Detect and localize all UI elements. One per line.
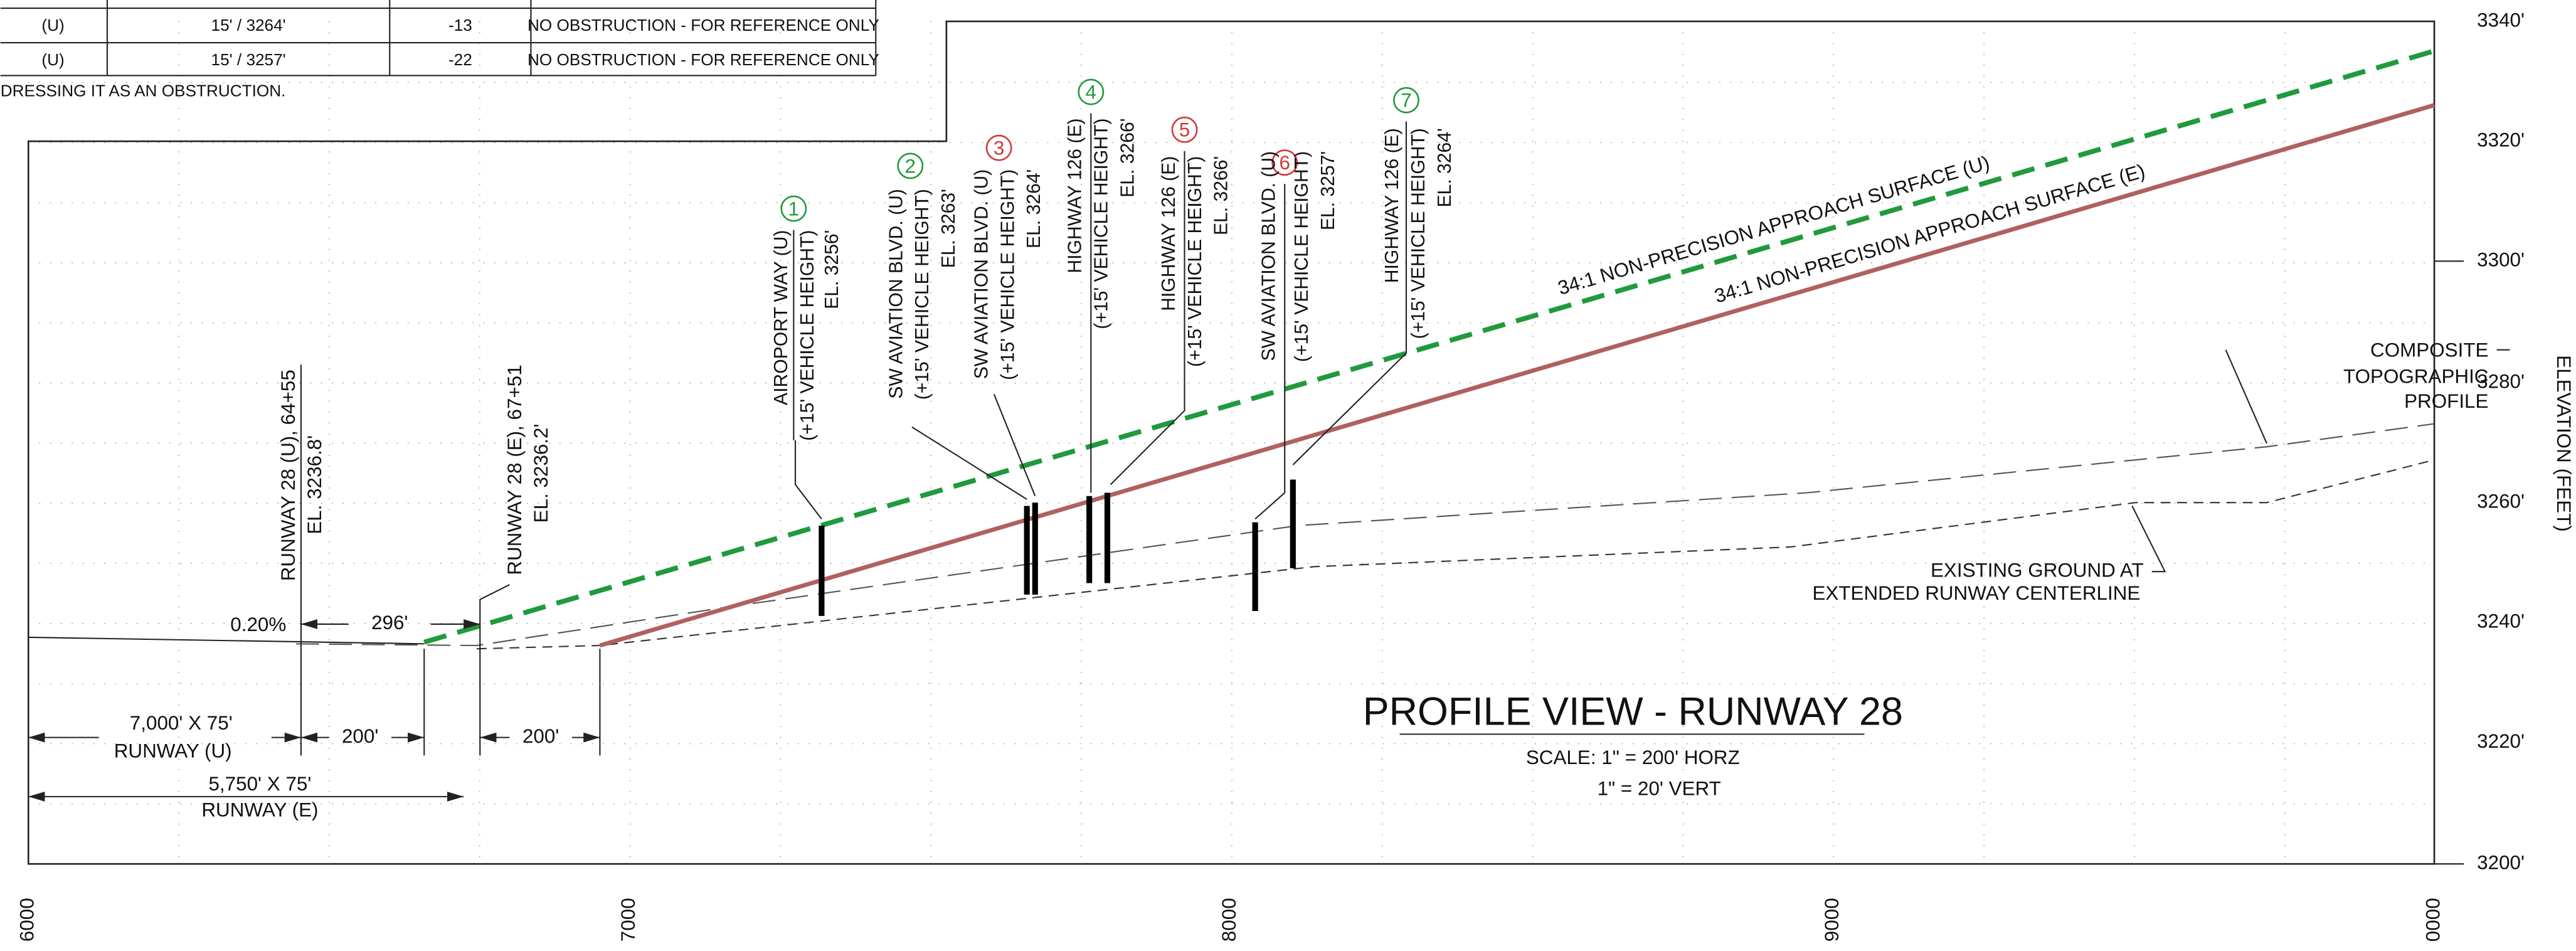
dimension-label: 296' bbox=[371, 612, 408, 634]
x-tick-label: 7000 bbox=[617, 898, 639, 942]
y-tick-label: 3200' bbox=[2477, 852, 2525, 874]
grid bbox=[28, 21, 2435, 864]
obstruction-label: HIGHWAY 126 (E) bbox=[1158, 156, 1179, 311]
slope-label: 0.20% bbox=[230, 614, 286, 635]
obstruction-label: (+15' VEHICLE HEIGHT) bbox=[1291, 151, 1312, 362]
x-tick-label: 0000 bbox=[2422, 898, 2444, 942]
table-cell: NO OBSTRUCTION - FOR REFERENCE ONLY bbox=[527, 16, 879, 35]
obstruction-marker bbox=[1171, 116, 1198, 143]
obstruction-marker bbox=[1271, 149, 1298, 176]
obstruction-bars bbox=[819, 479, 1296, 616]
obstruction-label: (+15' VEHICLE HEIGHT) bbox=[1408, 128, 1429, 339]
y-tick-label: 3240' bbox=[2477, 610, 2525, 632]
obstruction-label: HIGHWAY 126 (E) bbox=[1065, 119, 1086, 274]
table-note: DRESSING IT AS AN OBSTRUCTION. bbox=[1, 82, 286, 100]
obstruction-number: 1 bbox=[788, 198, 799, 220]
y-tick-label: 3300' bbox=[2477, 249, 2525, 271]
obstruction-marker bbox=[1393, 87, 1419, 114]
x-tick-label: 9000 bbox=[1821, 898, 1843, 942]
annotation: TOPOGRAPHIC bbox=[2343, 366, 2489, 388]
dimension-label: 200' bbox=[522, 725, 559, 747]
obstruction-label: EL. 3264' bbox=[1024, 169, 1044, 248]
dimension-label: RUNWAY (U) bbox=[114, 740, 232, 762]
existing-ground bbox=[477, 459, 2435, 650]
table-cell: 15' / 3257' bbox=[211, 50, 286, 69]
obstruction-label: SW AVIATION BLVD. (U) bbox=[886, 189, 906, 399]
y-tick-label: 3280' bbox=[2477, 370, 2525, 392]
obstruction-marker bbox=[985, 134, 1012, 161]
obstruction-label: EL. 3263' bbox=[938, 189, 959, 268]
y-tick-label: 3320' bbox=[2477, 129, 2525, 151]
dimension-label: 7,000' X 75' bbox=[130, 712, 233, 734]
scale-note: SCALE: 1" = 200' HORZ bbox=[1526, 746, 1740, 768]
obstruction-label: (+15' VEHICLE HEIGHT) bbox=[1091, 119, 1112, 329]
y-tick-label: 3220' bbox=[2477, 730, 2525, 752]
obstruction-label: (+15' VEHICLE HEIGHT) bbox=[797, 230, 818, 441]
obstruction-label: (+15' VEHICLE HEIGHT) bbox=[912, 189, 933, 400]
obstruction-number: 2 bbox=[905, 155, 916, 177]
dimension-label: RUNWAY (E) bbox=[201, 799, 318, 821]
table-cell: (U) bbox=[41, 16, 64, 35]
surface-u bbox=[423, 48, 2436, 645]
obstruction-label: EL. 3256' bbox=[822, 230, 842, 309]
dimension-label: 5,750' X 75' bbox=[208, 773, 311, 795]
axis-ticks bbox=[2434, 260, 2464, 865]
obstruction-marker bbox=[1078, 78, 1105, 105]
x-tick-label: 8000 bbox=[1218, 898, 1240, 942]
obstruction-label: (+15' VEHICLE HEIGHT) bbox=[997, 169, 1018, 380]
scale-note: 1" = 20' VERT bbox=[1598, 778, 1721, 800]
runway-label: RUNWAY 28 (U), 64+55 bbox=[277, 369, 299, 581]
table bbox=[0, 0, 877, 77]
annotation: PROFILE bbox=[2404, 390, 2488, 412]
obstruction-label: EL. 3266' bbox=[1211, 156, 1232, 235]
runway-label: RUNWAY 28 (E), 67+51 bbox=[504, 364, 526, 575]
obstruction-label: AIROPORT WAY (U) bbox=[771, 230, 792, 405]
table-cell: NO OBSTRUCTION - FOR REFERENCE ONLY bbox=[527, 50, 879, 69]
obstruction-label: (+15' VEHICLE HEIGHT) bbox=[1185, 156, 1206, 367]
y-tick-label: 3340' bbox=[2477, 9, 2525, 31]
obstruction-number: 6 bbox=[1280, 152, 1290, 174]
annotation: EXTENDED RUNWAY CENTERLINE bbox=[1812, 582, 2140, 604]
table-cell: 15' / 3264' bbox=[211, 16, 286, 35]
obstruction-label: EL. 3264' bbox=[1434, 128, 1455, 207]
obstruction-number: 4 bbox=[1086, 82, 1096, 104]
title: PROFILE VIEW - RUNWAY 28 bbox=[1363, 690, 1903, 734]
obstruction-label: EL. 3266' bbox=[1117, 119, 1138, 198]
runway-label: EL. 3236.8' bbox=[304, 435, 326, 534]
axis-title: ELEVATION (FEET) bbox=[2553, 355, 2575, 532]
obstruction-number: 7 bbox=[1401, 90, 1411, 112]
annotation: EXISTING GROUND AT bbox=[1931, 559, 2144, 581]
table-cell: -13 bbox=[448, 16, 472, 35]
leaders bbox=[793, 113, 1407, 520]
obstruction-number: 5 bbox=[1179, 119, 1190, 141]
obstruction-number: 3 bbox=[994, 137, 1004, 159]
obstruction-label: SW AVIATION BLVD. (U) bbox=[1259, 151, 1280, 361]
table-cell: -22 bbox=[448, 50, 472, 69]
x-tick-label: 6000 bbox=[16, 898, 38, 942]
obstruction-marker bbox=[780, 195, 807, 222]
y-tick-label: 3260' bbox=[2477, 490, 2525, 512]
obstruction-label: HIGHWAY 126 (E) bbox=[1382, 128, 1402, 283]
obstruction-label: SW AVIATION BLVD. (U) bbox=[971, 169, 992, 380]
obstruction-marker bbox=[897, 152, 924, 179]
table-cell: (U) bbox=[41, 50, 64, 69]
surface-e bbox=[599, 103, 2436, 648]
runway-label: EL. 3236.2' bbox=[530, 424, 552, 523]
runway-grade bbox=[28, 636, 425, 645]
annotation: COMPOSITE bbox=[2370, 339, 2488, 361]
annotation-leaders bbox=[2131, 349, 2510, 573]
dimension-label: 200' bbox=[342, 725, 378, 747]
dimension-lines bbox=[28, 364, 601, 802]
obstruction-label: EL. 3257' bbox=[1318, 151, 1338, 230]
composite-profile bbox=[296, 423, 2435, 647]
